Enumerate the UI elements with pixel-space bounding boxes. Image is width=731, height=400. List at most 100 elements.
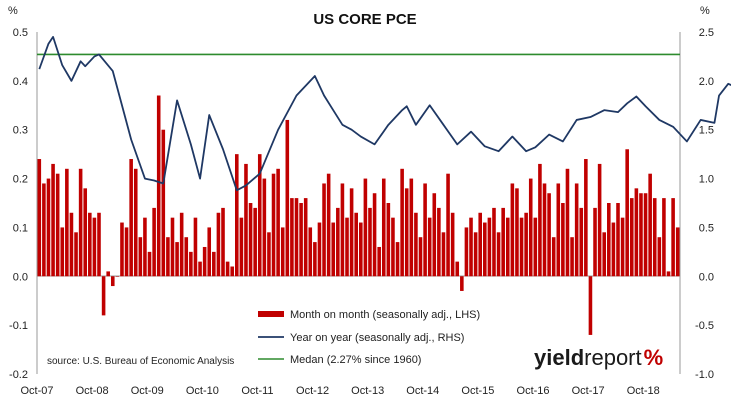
bar: [515, 188, 519, 277]
bar: [239, 217, 244, 277]
x-axis-ticks: Oct-07 Oct-08 Oct-09 Oct-10 Oct-11 Oct-12 Oct-…: [20, 385, 659, 397]
bar: [37, 159, 42, 277]
left-tick-label: 0.1: [13, 222, 28, 234]
x-tick-label: Oct-08: [76, 385, 109, 397]
left-tick-label: -0.1: [9, 320, 28, 332]
left-tick-label: 0.3: [13, 125, 28, 137]
bar: [427, 217, 432, 277]
bar: [391, 217, 395, 277]
bar: [92, 217, 97, 277]
bar: [152, 207, 156, 277]
bar: [308, 227, 313, 277]
right-tick-label: 2.5: [699, 27, 714, 39]
bar: [124, 227, 129, 277]
bar: [464, 227, 469, 277]
right-tick-label: -0.5: [695, 320, 714, 332]
bar: [414, 212, 418, 277]
bar: [74, 232, 78, 277]
bar: [446, 173, 450, 277]
bar: [570, 237, 574, 277]
bar: [147, 251, 152, 277]
bar: [299, 203, 303, 277]
bar: [42, 183, 46, 277]
bar: [423, 183, 427, 277]
bar: [354, 212, 358, 277]
left-tick-label: 0.5: [13, 27, 28, 39]
bar: [524, 212, 528, 277]
right-axis-unit: %: [700, 5, 710, 17]
bar: [317, 222, 322, 277]
bar: [547, 193, 551, 277]
x-tick-label: Oct-10: [186, 385, 219, 397]
bar: [212, 251, 216, 277]
chart-title: US CORE PCE: [313, 11, 416, 28]
bar: [65, 168, 69, 277]
bar: [267, 232, 271, 277]
yieldreport-logo: yieldreport%: [534, 345, 663, 370]
bar: [97, 212, 101, 277]
bar: [418, 237, 423, 277]
bar: [501, 207, 505, 277]
bar: [336, 207, 340, 277]
bar: [313, 242, 317, 277]
bar: [538, 163, 542, 277]
right-tick-label: -1.0: [695, 369, 714, 381]
bar: [175, 242, 179, 277]
bar: [643, 193, 648, 277]
bar: [469, 217, 473, 277]
bar: [593, 207, 597, 277]
bar: [639, 193, 643, 277]
bar: [120, 222, 124, 277]
bar-series: [37, 95, 680, 335]
bar: [331, 222, 336, 277]
bar: [657, 237, 662, 277]
bar: [290, 198, 294, 277]
bar: [460, 276, 464, 291]
x-tick-label: Oct-12: [296, 385, 329, 397]
x-tick-label: Oct-16: [517, 385, 550, 397]
bar: [386, 203, 391, 277]
bar: [377, 246, 381, 277]
bar: [363, 178, 368, 277]
right-tick-label: 0.0: [699, 271, 714, 283]
bar: [528, 178, 533, 277]
x-tick-label: Oct-11: [241, 385, 273, 397]
bar: [551, 237, 556, 277]
bar: [285, 119, 290, 277]
bar: [675, 227, 680, 277]
legend-label-bars: Month on month (seasonally adj., LHS): [290, 309, 480, 321]
bar: [161, 129, 166, 277]
x-tick-label: Oct-15: [461, 385, 494, 397]
bar: [574, 183, 579, 277]
bar: [101, 276, 106, 316]
bar: [483, 222, 487, 277]
bar: [561, 203, 565, 277]
bar: [244, 163, 248, 277]
bar: [404, 188, 409, 277]
bar: [115, 276, 120, 277]
bar: [138, 237, 143, 277]
bar: [198, 261, 202, 277]
bar: [565, 168, 570, 277]
bar: [409, 178, 414, 277]
bar: [51, 163, 55, 277]
bar: [437, 207, 441, 277]
bar: [652, 198, 657, 277]
bar: [216, 212, 221, 277]
bar: [221, 207, 225, 277]
bar: [55, 173, 60, 277]
bar: [253, 207, 257, 277]
bar: [276, 168, 280, 277]
bar: [400, 168, 404, 277]
yoy-line: [38, 35, 731, 192]
bar: [666, 271, 671, 277]
left-tick-label: 0.2: [13, 174, 28, 186]
bar: [349, 188, 354, 277]
left-axis-unit: %: [8, 5, 18, 17]
bar: [584, 159, 588, 277]
right-tick-label: 1.0: [699, 174, 714, 186]
bar: [533, 217, 538, 277]
x-tick-label: Oct-17: [572, 385, 605, 397]
bar: [345, 217, 349, 277]
